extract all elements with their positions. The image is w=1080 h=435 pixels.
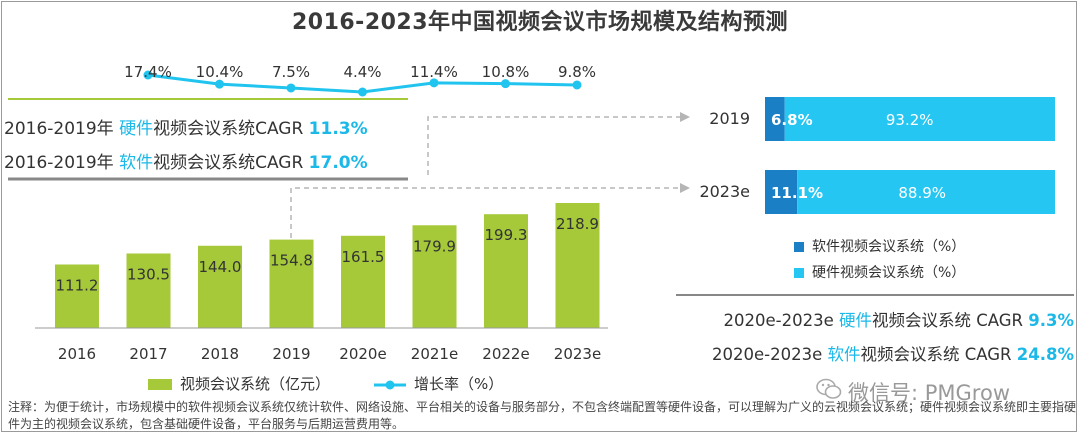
x-tick-label: 2019 bbox=[272, 345, 310, 363]
growth-value-label: 17.4% bbox=[124, 63, 172, 81]
hbar-category-label: 2023e bbox=[699, 182, 750, 201]
cagr-software-2016-2019: 2016-2019年 软件视频会议系统CAGR 17.0% bbox=[4, 148, 400, 173]
watermark: 微信号: PMGrow bbox=[848, 381, 1011, 405]
bar bbox=[341, 235, 385, 328]
cagr-prefix: 2020e-2023e bbox=[723, 311, 839, 330]
bar-value-label: 154.8 bbox=[270, 252, 313, 270]
x-tick-label: 2017 bbox=[129, 345, 167, 363]
bar bbox=[555, 203, 600, 328]
footnote: 注释：为便于统计，市场规模中的软件视频会议系统仅统计软件、网络设施、平台相关的设… bbox=[8, 400, 1077, 431]
cagr-suffix: 视频会议系统 CAGR bbox=[860, 345, 1017, 364]
cagr-value: 11.3% bbox=[308, 119, 368, 139]
stacked-segment bbox=[765, 97, 785, 141]
x-tick-label: 2021e bbox=[411, 345, 458, 363]
cagr-value: 9.3% bbox=[1028, 311, 1074, 330]
cagr-type: 软件 bbox=[119, 153, 154, 173]
stacked-segment bbox=[797, 170, 1055, 214]
legend-software: 软件视频会议系统（%） bbox=[794, 236, 965, 256]
cagr-value: 24.8% bbox=[1016, 345, 1074, 364]
bar bbox=[269, 239, 314, 328]
chart-title: 2016-2023年中国视频会议市场规模及结构预测 bbox=[291, 10, 789, 35]
x-tick-label: 2020e bbox=[339, 345, 386, 363]
connector-2023e bbox=[290, 187, 680, 238]
x-tick-label: 2018 bbox=[201, 345, 239, 363]
segment-label-hardware: 88.9% bbox=[898, 184, 946, 202]
bar bbox=[55, 264, 99, 328]
growth-point bbox=[358, 87, 367, 97]
bar bbox=[484, 214, 528, 328]
wechat-icon bbox=[816, 378, 842, 399]
cagr-type: 硬件 bbox=[838, 311, 872, 330]
bar-value-label: 130.5 bbox=[127, 265, 170, 283]
legend-label: 增长率（%） bbox=[414, 375, 504, 393]
cagr-suffix: 视频会议系统CAGR bbox=[153, 119, 309, 139]
bar-value-label: 218.9 bbox=[556, 215, 599, 233]
bar-value-label: 199.3 bbox=[485, 226, 528, 244]
connector-arrow bbox=[680, 112, 690, 122]
growth-value-label: 4.4% bbox=[343, 63, 381, 81]
bar-value-label: 179.9 bbox=[413, 237, 456, 255]
legend-label: 视频会议系统（亿元） bbox=[180, 375, 331, 393]
growth-point bbox=[429, 78, 439, 88]
bar-value-label: 161.5 bbox=[342, 248, 385, 266]
legend-swatch-hardware bbox=[794, 268, 804, 278]
growth-value-label: 10.4% bbox=[196, 63, 244, 81]
growth-value-label: 9.8% bbox=[558, 63, 596, 81]
legend-label: 软件视频会议系统（%） bbox=[812, 239, 966, 255]
bar bbox=[412, 225, 457, 328]
x-tick-label: 2023e bbox=[554, 345, 601, 363]
stacked-segment bbox=[765, 170, 798, 214]
legend-swatch-software bbox=[794, 242, 804, 252]
bar-value-label: 111.2 bbox=[56, 277, 99, 295]
connector-arrow bbox=[680, 183, 690, 193]
bar-value-label: 144.0 bbox=[199, 258, 242, 276]
connector-2019 bbox=[427, 116, 680, 175]
growth-point bbox=[286, 83, 296, 93]
cagr-prefix: 2016-2019年 bbox=[4, 119, 120, 139]
cagr-prefix: 2020e-2023e bbox=[712, 345, 828, 364]
growth-point bbox=[215, 79, 224, 89]
cagr-hardware-2020-2023: 2020e-2023e 硬件视频会议系统 CAGR 9.3% bbox=[676, 307, 1074, 331]
bar bbox=[126, 253, 171, 328]
legend-swatch-bars bbox=[148, 379, 172, 390]
cagr-type: 软件 bbox=[827, 345, 861, 364]
growth-value-label: 7.5% bbox=[272, 63, 310, 81]
hbar-category-label: 2019 bbox=[709, 109, 750, 128]
growth-point bbox=[143, 70, 153, 80]
x-tick-label: 2022e bbox=[482, 345, 529, 363]
cagr-software-2020-2023: 2020e-2023e 软件视频会议系统 CAGR 24.8% bbox=[676, 341, 1074, 365]
cagr-prefix: 2016-2019年 bbox=[4, 153, 120, 173]
cagr-type: 硬件 bbox=[119, 119, 154, 139]
legend-label: 硬件视频会议系统（%） bbox=[812, 265, 966, 281]
cagr-suffix: 视频会议系统 CAGR bbox=[871, 311, 1029, 330]
bar bbox=[198, 245, 242, 328]
legend-swatch-line bbox=[374, 380, 406, 389]
growth-value-label: 11.4% bbox=[410, 63, 458, 81]
segment-label-software: 6.8% bbox=[771, 111, 813, 129]
growth-value-label: 10.8% bbox=[482, 63, 530, 81]
growth-point bbox=[501, 79, 510, 89]
cagr-hardware-2016-2019: 2016-2019年 硬件视频会议系统CAGR 11.3% bbox=[4, 114, 400, 139]
stacked-segment bbox=[784, 97, 1055, 141]
segment-label-software: 11.1% bbox=[771, 184, 823, 202]
legend-bars: 视频会议系统（亿元） bbox=[148, 373, 330, 394]
segment-label-hardware: 93.2% bbox=[886, 111, 934, 129]
legend-line: 增长率（%） bbox=[372, 373, 503, 394]
x-tick-label: 2016 bbox=[58, 345, 96, 363]
legend-hardware: 硬件视频会议系统（%） bbox=[794, 262, 965, 282]
cagr-value: 17.0% bbox=[308, 153, 368, 173]
growth-point bbox=[572, 80, 582, 90]
cagr-suffix: 视频会议系统CAGR bbox=[153, 153, 309, 173]
